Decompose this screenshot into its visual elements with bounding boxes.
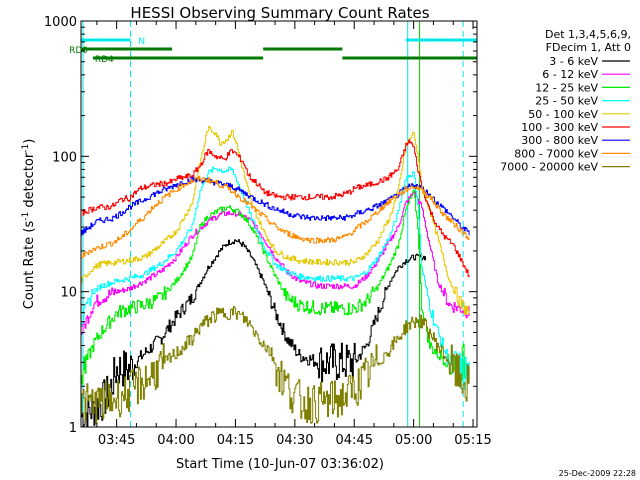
x-tick-label-6: 05:15 bbox=[454, 433, 491, 448]
legend-label-8: 7000 - 20000 keV bbox=[500, 161, 598, 174]
legend-label-7: 800 - 7000 keV bbox=[514, 147, 598, 160]
legend-label-1: 6 - 12 keV bbox=[542, 68, 598, 81]
series-line-5 bbox=[81, 139, 470, 277]
legend-label-4: 50 - 100 keV bbox=[528, 108, 598, 121]
series-line-2 bbox=[81, 189, 470, 385]
legend-label-3: 25 - 50 keV bbox=[535, 95, 598, 108]
chart-title: HESSI Observing Summary Count Rates bbox=[130, 4, 429, 22]
x-tick-label-4: 04:45 bbox=[336, 433, 373, 448]
legend-label-5: 100 - 300 keV bbox=[521, 121, 598, 134]
x-axis-label: Start Time (10-Jun-07 03:36:02) bbox=[176, 457, 384, 472]
legend-label-0: 3 - 6 keV bbox=[549, 55, 598, 68]
y-tick-label-0: 1 bbox=[69, 421, 77, 436]
plot-area bbox=[81, 21, 477, 427]
x-tick-label-3: 04:30 bbox=[276, 433, 313, 448]
x-tick-label-2: 04:15 bbox=[217, 433, 254, 448]
x-tick-label-1: 04:00 bbox=[157, 433, 194, 448]
legend-title-line-1: Det 1,3,4,5,6,9, bbox=[545, 28, 631, 41]
flag-label-rd4: RD4 bbox=[95, 55, 114, 65]
plot-frame bbox=[80, 20, 478, 428]
legend-title-line-2: FDecim 1, Att 0 bbox=[546, 41, 631, 54]
timestamp: 25-Dec-2009 22:28 bbox=[559, 469, 636, 478]
y-axis-label: Count Rate (s-1 detector-1) bbox=[21, 139, 37, 310]
y-tick-label-2: 100 bbox=[52, 150, 77, 165]
series-line-7 bbox=[81, 175, 470, 259]
axes: N RD0 RD4 03:45 04:00 04:15 04:30 04:45 05:00 05:… bbox=[44, 15, 492, 448]
legend: Det 1,3,4,5,6,9, FDecim 1, Att 0 3 - 6 k… bbox=[500, 28, 631, 174]
series-line-1 bbox=[81, 191, 470, 335]
flag-label-n: N bbox=[138, 37, 145, 47]
x-tick-label-0: 03:45 bbox=[98, 433, 135, 448]
series-line-8 bbox=[81, 306, 470, 424]
x-tick-label-5: 05:00 bbox=[395, 433, 432, 448]
series-line-3 bbox=[81, 166, 470, 390]
flag-label-rd0: RD0 bbox=[69, 46, 88, 56]
series-line-4 bbox=[81, 126, 470, 315]
series-line-0 bbox=[81, 239, 426, 427]
legend-label-6: 300 - 800 keV bbox=[521, 134, 598, 147]
legend-label-2: 12 - 25 keV bbox=[535, 81, 598, 94]
y-tick-label-3: 1000 bbox=[44, 15, 77, 30]
y-tick-label-1: 10 bbox=[60, 286, 77, 301]
